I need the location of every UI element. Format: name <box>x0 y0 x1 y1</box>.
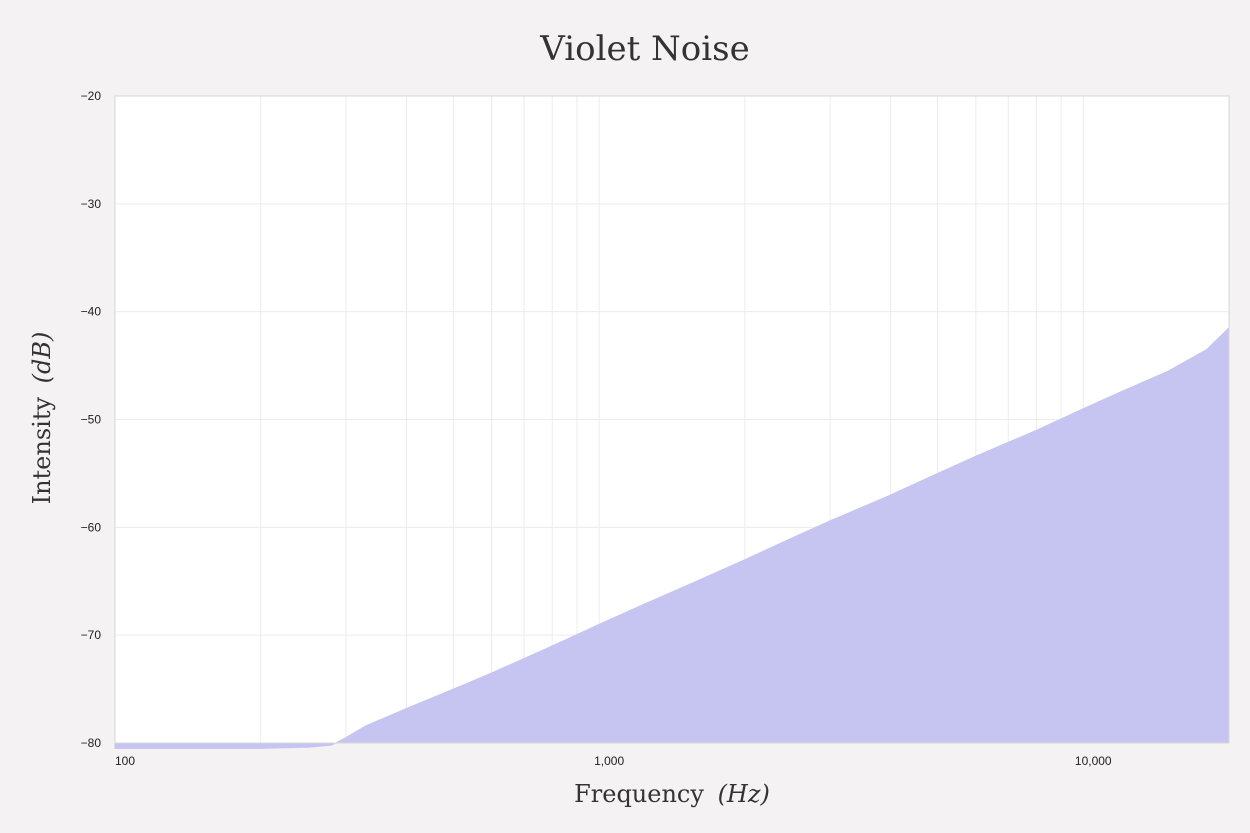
y-tick-label: −80 <box>81 736 102 750</box>
noise-spectrum-area <box>114 326 1230 749</box>
x-tick-label: 1,000 <box>594 754 624 768</box>
y-tick-label: −60 <box>81 520 102 534</box>
y-tick-label: −50 <box>81 413 102 427</box>
x-axis-ticks: 100 1,000 10,000 <box>115 754 1112 768</box>
x-axis-label-text: Frequency <box>574 780 704 808</box>
y-tick-label: −40 <box>81 305 102 319</box>
series-area-layer <box>114 326 1230 749</box>
y-axis-unit: (dB) <box>28 332 56 384</box>
x-axis-label: Frequency (Hz) <box>574 780 770 808</box>
y-tick-label: −30 <box>81 197 102 211</box>
y-axis-label-text: Intensity <box>28 397 56 505</box>
y-axis-label: Intensity (dB) <box>28 332 56 505</box>
x-axis-unit: (Hz) <box>718 780 770 808</box>
x-tick-label: 10,000 <box>1075 754 1112 768</box>
chart-title: Violet Noise <box>539 29 749 69</box>
y-axis-ticks: −20 −30 −40 −50 −60 −70 −80 <box>81 89 102 750</box>
y-tick-label: −20 <box>81 89 102 103</box>
plot-frame <box>114 95 1230 744</box>
x-tick-label: 100 <box>115 754 135 768</box>
y-tick-label: −70 <box>81 628 102 642</box>
